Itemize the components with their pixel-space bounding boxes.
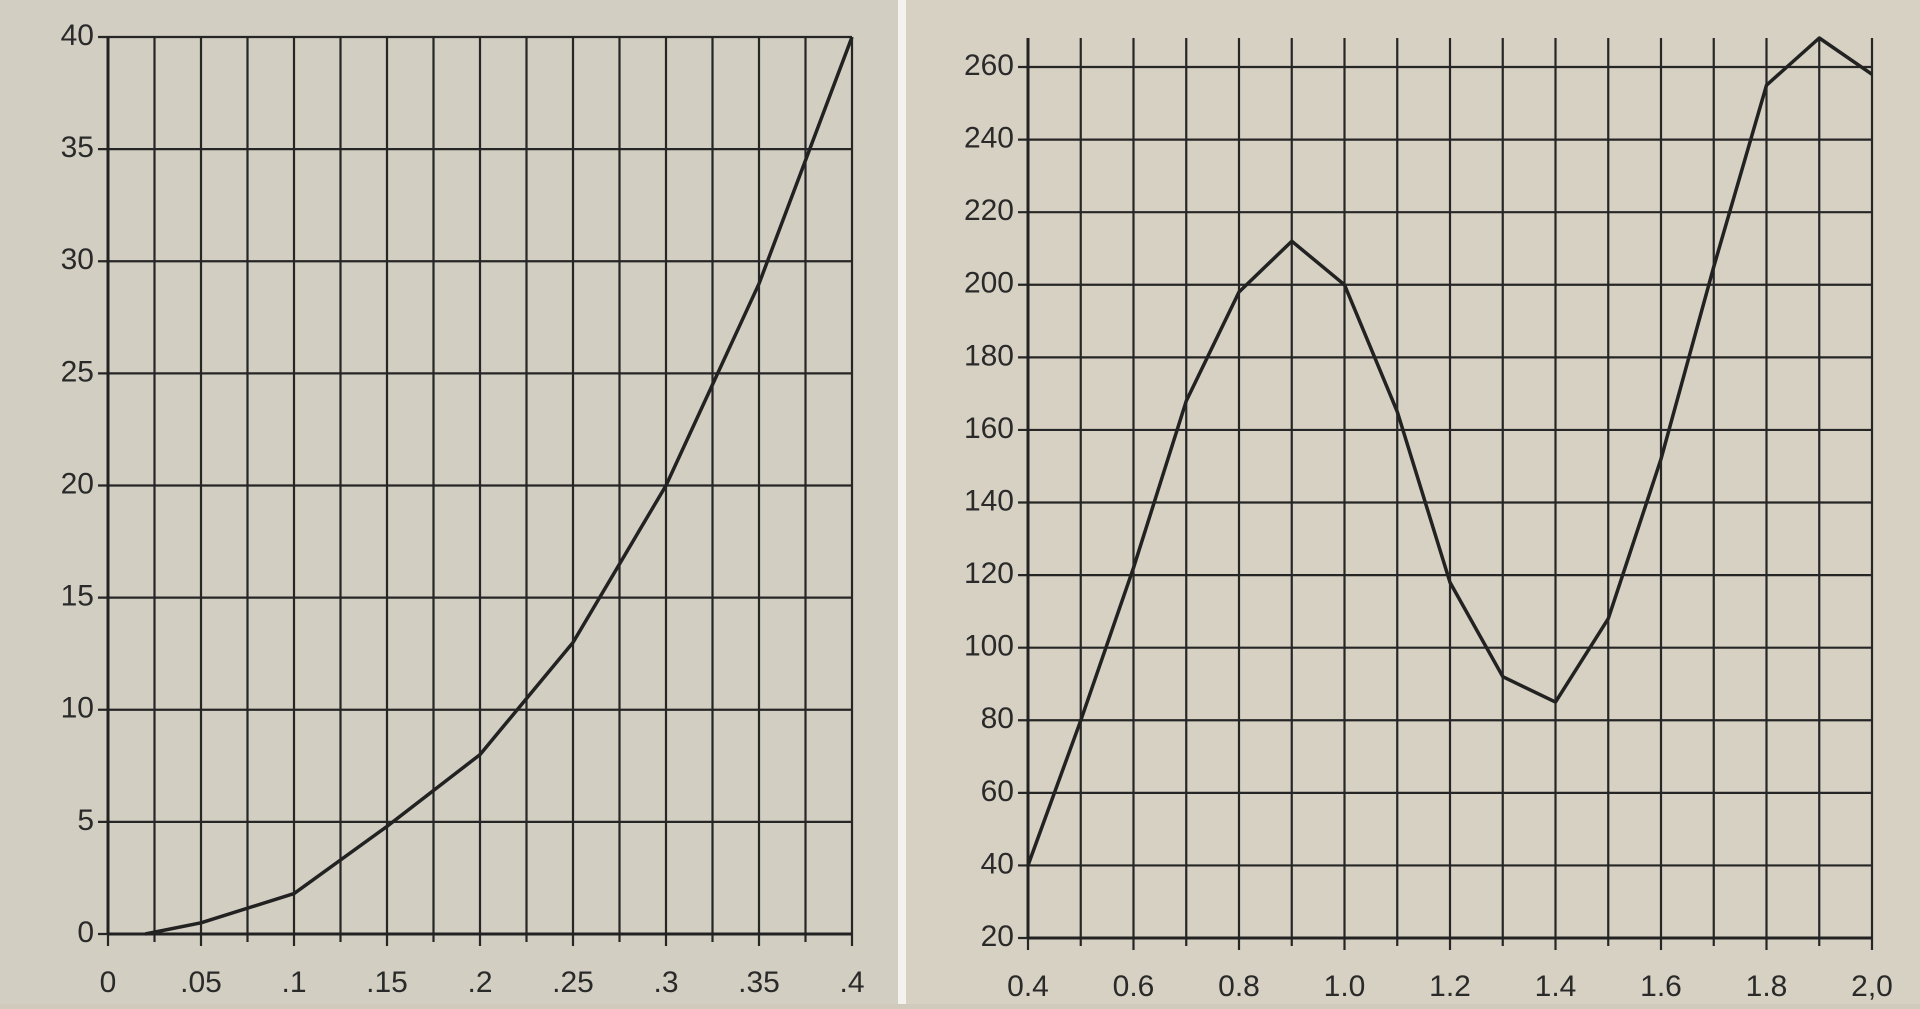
y-tick-label: 60: [981, 775, 1014, 808]
y-tick-label: 10: [61, 692, 94, 725]
x-tick-label: 0.6: [1113, 970, 1155, 1003]
line-series: [1026, 36, 1873, 866]
y-tick-label: 40: [61, 19, 94, 52]
y-tick-label: 0: [77, 916, 94, 949]
x-tick-label: .3: [653, 966, 678, 999]
x-tick-label: 1.0: [1324, 970, 1366, 1003]
y-tick-label: 5: [77, 804, 94, 837]
x-tick-label: .35: [738, 966, 780, 999]
x-tick-label: 1.4: [1535, 970, 1577, 1003]
x-tick-label: 1.8: [1746, 970, 1788, 1003]
y-tick-label: 220: [964, 194, 1014, 227]
y-tick-label: 200: [964, 267, 1014, 300]
y-tick-label: 240: [964, 122, 1014, 155]
x-tick-label: 1.2: [1429, 970, 1471, 1003]
x-tick-label: 0.8: [1218, 970, 1260, 1003]
y-tick-label: 160: [964, 412, 1014, 445]
line-series: [144, 36, 854, 936]
x-tick-label: .4: [839, 966, 864, 999]
y-tick-label: 30: [61, 243, 94, 276]
y-tick-label: 40: [981, 847, 1014, 880]
y-tick-label: 80: [981, 702, 1014, 735]
y-tick-label: 20: [981, 920, 1014, 953]
x-tick-label: .15: [366, 966, 408, 999]
y-tick-label: 15: [61, 580, 94, 613]
x-tick-label: 0: [100, 966, 117, 999]
y-tick-label: 120: [964, 557, 1014, 590]
y-tick-label: 20: [61, 467, 94, 500]
y-tick-label: 180: [964, 339, 1014, 372]
x-tick-label: 0.4: [1007, 970, 1049, 1003]
y-tick-label: 25: [61, 355, 94, 388]
y-tick-label: 100: [964, 630, 1014, 663]
x-tick-label: 1.6: [1640, 970, 1682, 1003]
divider: [898, 0, 906, 1004]
x-tick-label: .25: [552, 966, 594, 999]
y-tick-label: 260: [964, 49, 1014, 82]
x-tick-label: .1: [281, 966, 306, 999]
y-tick-label: 140: [964, 484, 1014, 517]
x-tick-label: .2: [467, 966, 492, 999]
x-tick-label: .05: [180, 966, 222, 999]
y-tick-label: 35: [61, 131, 94, 164]
left-photo: [0, 0, 898, 1004]
x-tick-label: 2,0: [1851, 970, 1893, 1003]
